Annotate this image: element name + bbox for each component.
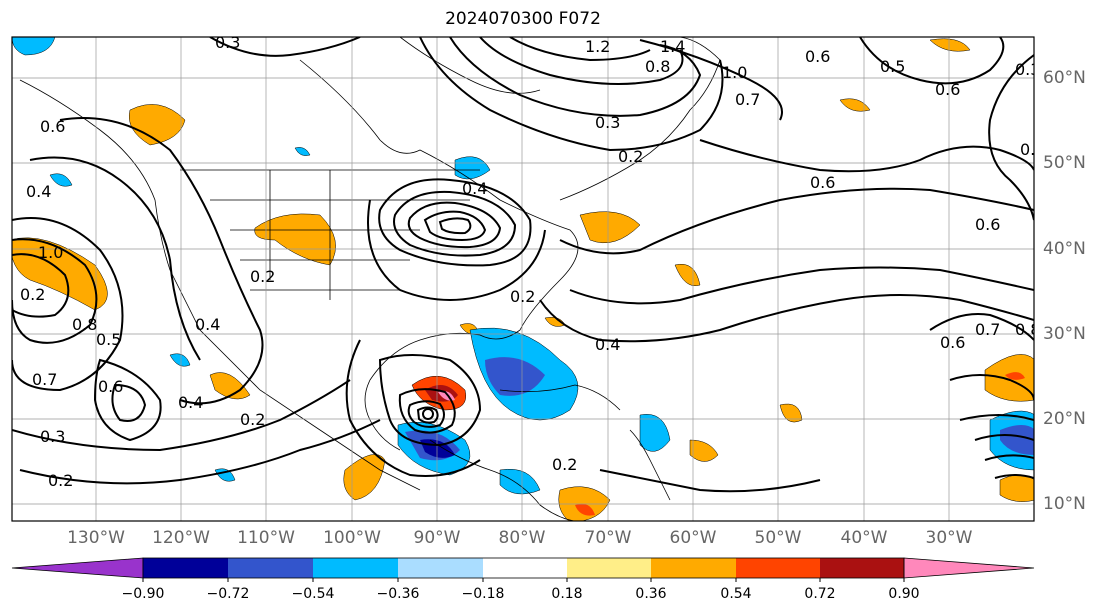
- contour-label: 0.5: [1020, 140, 1045, 159]
- colorbar-tick-label: −0.36: [376, 586, 420, 602]
- colorbar-tick-label: 0.18: [551, 586, 583, 602]
- colorbar-tick-label: 0.90: [888, 586, 920, 602]
- contour-label: 0.2: [618, 147, 643, 166]
- contour-label: 0.6: [805, 47, 830, 66]
- contour-label: 0.8: [1015, 320, 1040, 339]
- colorbar-segment: [398, 558, 483, 578]
- lat-label: 60°N: [1043, 68, 1086, 88]
- colorbar-segment: [483, 558, 567, 578]
- lon-label: 50°W: [754, 528, 802, 548]
- lat-label: 40°N: [1043, 239, 1086, 259]
- colorbar-over-arrow: [903, 557, 1035, 579]
- contour-label: 1.2: [585, 37, 610, 56]
- contour-label: 0.4: [595, 335, 620, 354]
- contour-label: 0.6: [975, 215, 1000, 234]
- contour-label: 0.3: [215, 33, 240, 52]
- contour-label: 0.5: [96, 330, 121, 349]
- contour-label: 0.4: [195, 315, 220, 334]
- map-title: 2024070300 F072: [445, 9, 601, 29]
- lon-label: 60°W: [669, 528, 717, 548]
- contour-label: 0.8: [72, 315, 97, 334]
- colorbar-tick-label: −0.90: [121, 586, 165, 602]
- lat-label: 50°N: [1043, 153, 1086, 173]
- lat-label: 10°N: [1043, 494, 1086, 514]
- lon-label: 120°W: [152, 528, 210, 548]
- lat-label: 30°N: [1043, 324, 1086, 344]
- colorbar-tick-label: 0.54: [720, 586, 752, 602]
- lon-label: 100°W: [323, 528, 381, 548]
- lon-label: 90°W: [413, 528, 461, 548]
- contour-label: 0.6: [40, 117, 65, 136]
- colorbar-tick-label: 0.36: [635, 586, 667, 602]
- lon-label: 80°W: [498, 528, 546, 548]
- contour-lines: [12, 37, 1034, 493]
- colorbar-under-arrow: [11, 557, 144, 579]
- contour-label: 0.3: [1015, 60, 1040, 79]
- contour-label: 0.7: [32, 370, 57, 389]
- contour-label: 0.3: [40, 427, 65, 446]
- lon-label: 30°W: [925, 528, 973, 548]
- colorbar-segment: [567, 558, 651, 578]
- contour-label: 0.2: [510, 287, 535, 306]
- contour-label: 0.5: [880, 57, 905, 76]
- contour-label: 0.2: [20, 285, 45, 304]
- lon-label: 130°W: [67, 528, 125, 548]
- contour-label: 0.2: [48, 471, 73, 490]
- contour-label: 1.0: [722, 63, 747, 82]
- contour-label: 0.6: [940, 333, 965, 352]
- contour-label: 0.6: [935, 80, 960, 99]
- contour-label-group: 0.3 1.2 1.4 0.8 1.0 0.7 0.6 0.5 0.3 0.6 …: [20, 33, 1045, 490]
- contour-label: 0.2: [250, 267, 275, 286]
- contour-label: 0.7: [975, 320, 1000, 339]
- colorbar-tick-label: −0.18: [461, 586, 505, 602]
- lon-label: 70°W: [584, 528, 632, 548]
- colorbar-segment: [143, 558, 228, 578]
- colorbar-segment: [651, 558, 736, 578]
- colorbar-segment: [228, 558, 313, 578]
- contour-label: 0.7: [735, 90, 760, 109]
- contour-label: 0.4: [26, 182, 51, 201]
- colorbar-segment: [313, 558, 398, 578]
- graticule: [12, 37, 1034, 521]
- contour-label: 1.0: [38, 243, 63, 262]
- contour-label: 0.6: [98, 377, 123, 396]
- colorbar-tick-label: −0.54: [291, 586, 335, 602]
- lon-label: 110°W: [237, 528, 295, 548]
- contour-label: 0.4: [462, 179, 487, 198]
- lon-label: 40°W: [840, 528, 888, 548]
- colorbar-segment: [736, 558, 820, 578]
- contour-label: 0.8: [645, 57, 670, 76]
- contour-label: 0.4: [178, 393, 203, 412]
- contour-label: 0.3: [595, 113, 620, 132]
- contour-label: 1.4: [660, 37, 685, 56]
- contour-label: 0.2: [552, 455, 577, 474]
- colorbar-segment: [820, 558, 904, 578]
- map-frame: [11, 36, 1035, 522]
- colorbar-outline: [142, 557, 905, 579]
- lat-label: 20°N: [1043, 409, 1086, 429]
- contour-label: 0.6: [810, 173, 835, 192]
- colorbar-tick-label: −0.72: [206, 586, 250, 602]
- contour-label: 0.2: [240, 410, 265, 429]
- colorbar-tick-label: 0.72: [804, 586, 836, 602]
